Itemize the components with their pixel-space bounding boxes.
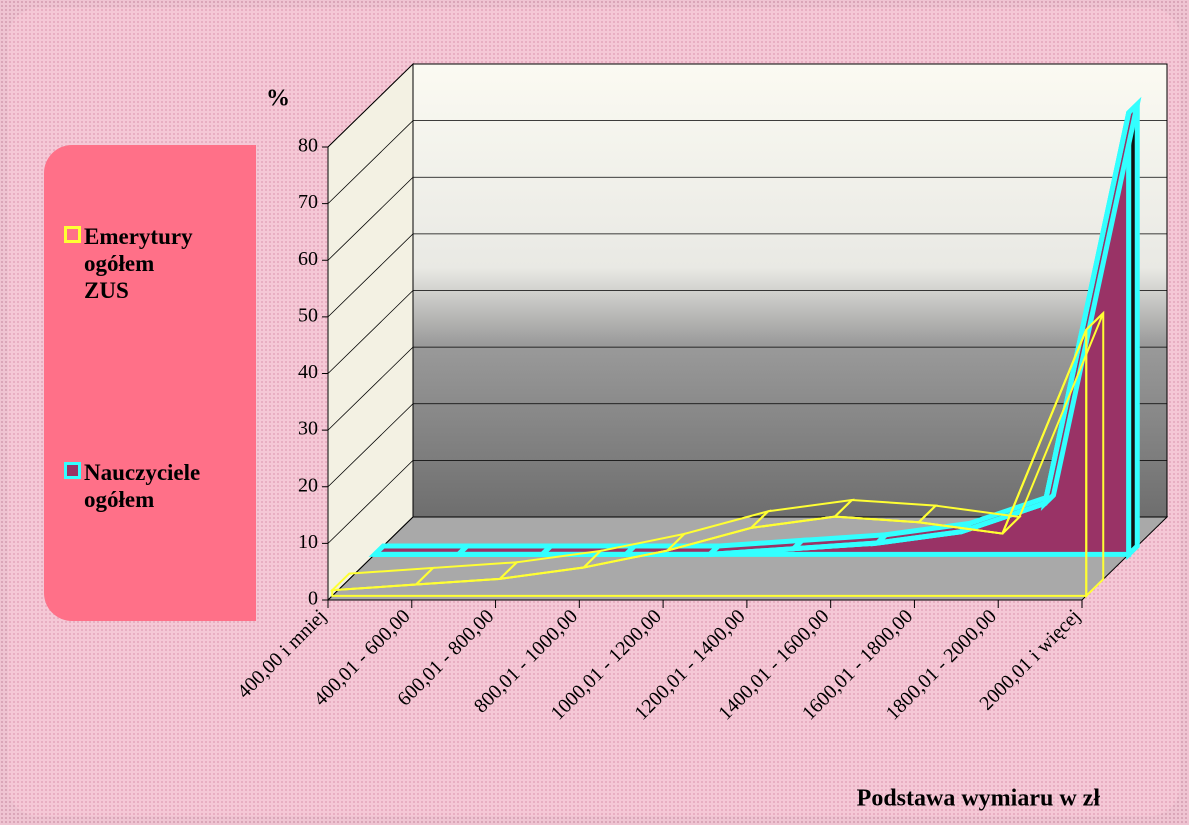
y-axis-label: %: [266, 86, 290, 112]
legend-item: Emerytury ogółem ZUS: [64, 223, 193, 304]
y-tick-label: 40: [298, 361, 318, 383]
legend-item: Nauczyciele ogółem: [64, 459, 200, 513]
y-tick-label: 80: [298, 135, 318, 157]
series: [368, 96, 1142, 561]
legend-label: Nauczyciele ogółem: [84, 460, 201, 512]
area-line: [374, 112, 1132, 557]
x-axis-label: Podstawa wymiaru w zł: [857, 786, 1101, 812]
y-tick-label: 30: [298, 418, 318, 440]
grid-line: [327, 459, 1167, 544]
y-tick-label: 20: [298, 474, 318, 496]
area-end: [1126, 98, 1140, 561]
grid-line: [327, 233, 1167, 318]
grid-line: [327, 403, 1167, 488]
y-tick-label: 60: [298, 248, 318, 270]
series: [329, 310, 1105, 599]
y-tick-label: 50: [298, 304, 318, 326]
grid-line: [327, 176, 1167, 261]
grid-line: [327, 290, 1167, 374]
grid-line: [327, 120, 1167, 204]
legend-swatch: [64, 462, 81, 479]
grid-line: [327, 346, 1167, 431]
grid-line: [327, 63, 1167, 148]
y-tick-label: 70: [298, 191, 318, 213]
legend-label: Emerytury ogółem ZUS: [84, 224, 193, 303]
y-tick-label: 0: [308, 588, 318, 610]
legend-swatch: [64, 226, 81, 243]
y-tick-label: 10: [298, 531, 318, 553]
legend: Emerytury ogółem ZUS Nauczyciele ogółem: [44, 145, 256, 621]
area-line: [332, 329, 1088, 592]
